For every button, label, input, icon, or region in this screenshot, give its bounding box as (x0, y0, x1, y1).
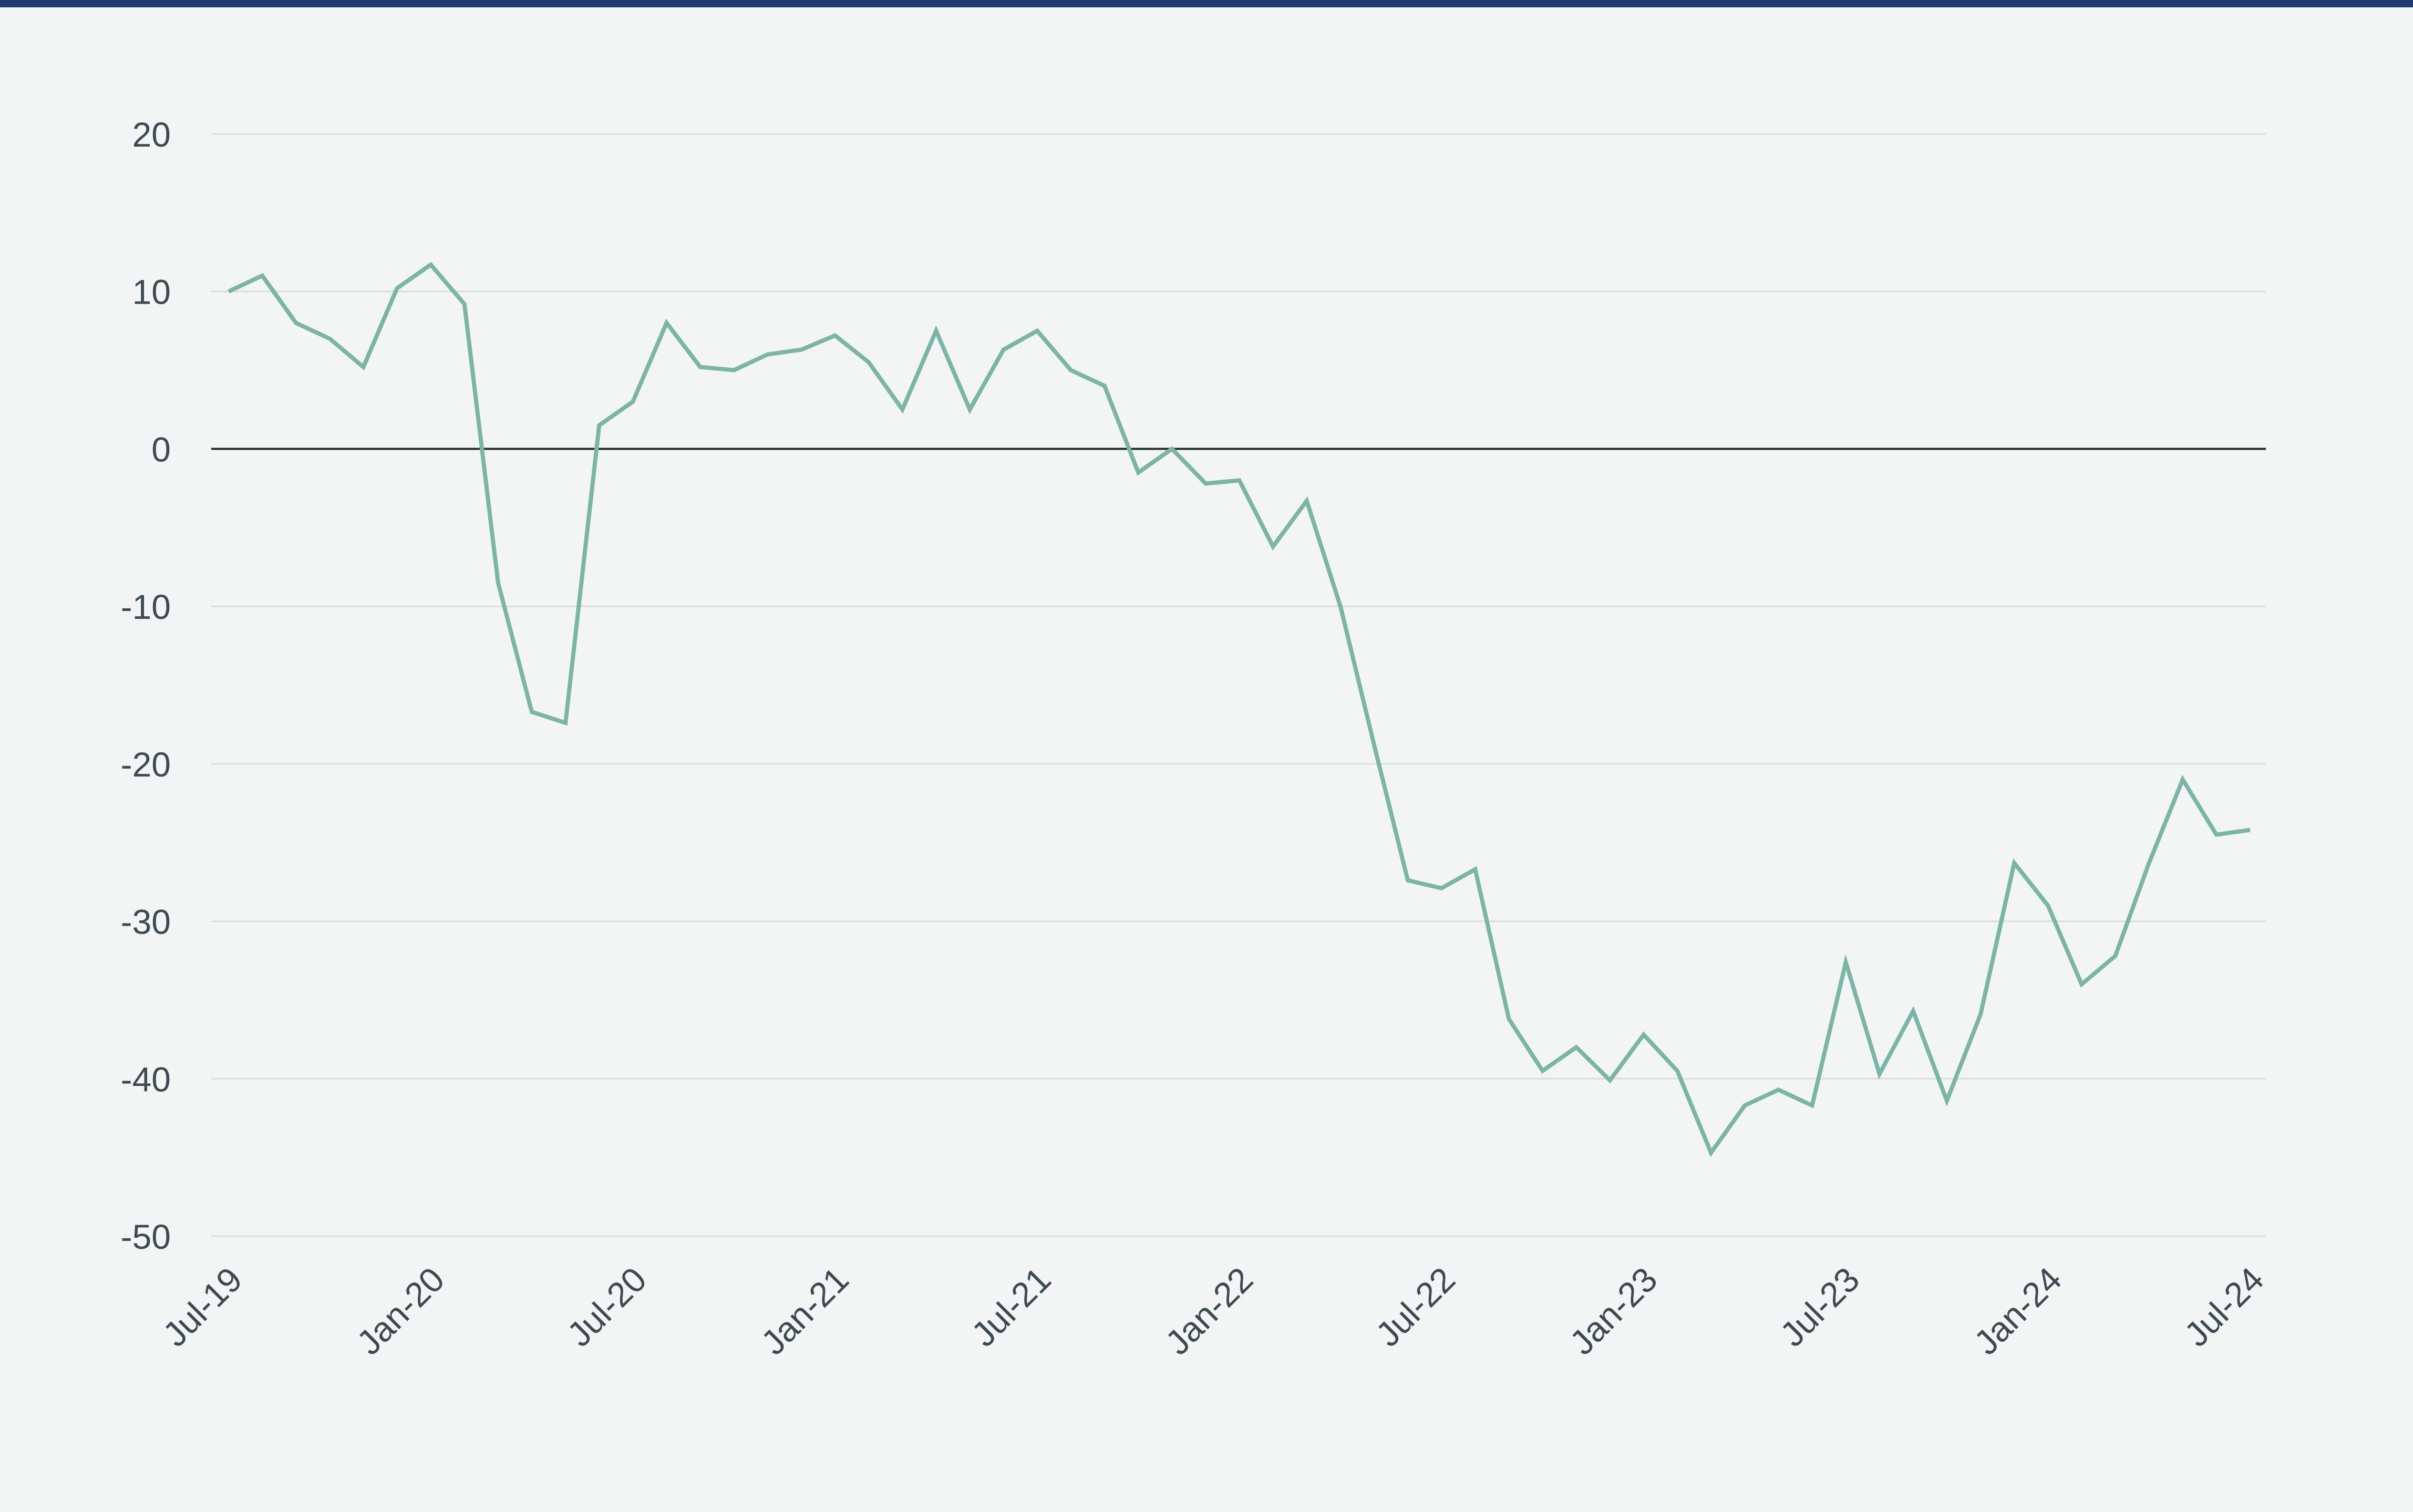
data-point (2214, 833, 2219, 837)
data-point (1978, 1012, 1983, 1016)
data-point (1102, 384, 1107, 388)
data-point (766, 353, 770, 357)
data-point (294, 321, 298, 325)
data-point (1203, 481, 1208, 485)
data-point (1170, 447, 1174, 451)
data-point (1878, 1072, 1882, 1076)
data-point (530, 710, 534, 714)
data-point (1642, 1032, 1646, 1037)
data-point (1473, 867, 1477, 872)
data-point (2012, 861, 2016, 865)
x-tick-label: Jan-21 (754, 1260, 856, 1362)
data-point (2046, 904, 2050, 908)
data-point (799, 348, 803, 352)
data-point (1136, 470, 1140, 474)
y-tick-label: -40 (121, 1060, 171, 1099)
data-point (1305, 499, 1309, 503)
x-tick-label: Jul-23 (1772, 1260, 1867, 1354)
data-point (2181, 778, 2185, 782)
data-point (1541, 1069, 1545, 1073)
data-point (429, 263, 433, 267)
data-point (395, 286, 399, 291)
series-line (228, 262, 2251, 1157)
y-tick-label: 10 (132, 273, 171, 312)
data-point (597, 423, 601, 428)
data-point (1810, 1103, 1814, 1107)
data-point (1271, 544, 1275, 548)
data-point (1742, 1103, 1747, 1107)
x-tick-label: Jan-24 (1966, 1260, 2069, 1362)
top-rule (0, 0, 2413, 7)
data-point (1372, 743, 1376, 747)
data-point (2113, 954, 2118, 958)
data-point (867, 360, 871, 365)
data-point (665, 321, 669, 325)
x-tick-label: Jan-22 (1158, 1260, 1260, 1362)
data-point (1844, 960, 1848, 965)
data-point (1338, 604, 1343, 608)
y-tick-label: 0 (151, 430, 171, 469)
data-point (2147, 861, 2151, 865)
y-tick-label: -20 (121, 745, 171, 784)
data-point (327, 337, 332, 341)
data-point (1035, 329, 1039, 333)
data-point (631, 400, 635, 404)
data-point (260, 274, 264, 278)
x-tick-label: Jul-19 (155, 1260, 249, 1354)
data-point (968, 408, 972, 412)
x-axis-ticks: Jul-19 Jan-20 Jul-20 Jan-21 Jul-21 Jan-22 Jul-… (155, 1260, 2271, 1362)
y-tick-label: -30 (121, 903, 171, 941)
gridlines (211, 133, 2266, 1237)
data-point (1238, 478, 1242, 482)
data-point (1406, 878, 1410, 883)
data-point (1945, 1099, 1949, 1103)
y-tick-label: -50 (121, 1217, 171, 1256)
data-point (563, 721, 568, 725)
data-point (1608, 1078, 1612, 1082)
x-tick-label: Jan-23 (1562, 1260, 1665, 1362)
x-tick-label: Jul-20 (560, 1260, 654, 1354)
data-point (1776, 1088, 1780, 1092)
data-point (1002, 348, 1006, 352)
data-point (1675, 1069, 1679, 1073)
data-point (934, 329, 938, 333)
data-point (2248, 828, 2252, 832)
data-point (833, 334, 837, 338)
data-point (2079, 982, 2084, 987)
x-tick-label: Jan-20 (349, 1260, 452, 1362)
y-tick-label: -10 (121, 587, 171, 626)
data-point (1911, 1009, 1915, 1013)
data-point (698, 365, 703, 369)
x-tick-label: Jul-24 (2177, 1260, 2271, 1354)
data-point (732, 368, 736, 372)
data-point (226, 289, 231, 294)
y-axis-ticks: 20 10 0 -10 -20 -30 -40 -50 (121, 115, 171, 1256)
data-point (1507, 1017, 1511, 1021)
x-tick-label: Jul-21 (964, 1260, 1058, 1354)
data-point (496, 581, 500, 585)
data-point (900, 408, 904, 412)
data-point (1709, 1151, 1713, 1155)
data-point (1574, 1045, 1579, 1049)
data-point (1439, 886, 1443, 890)
data-point (362, 365, 366, 369)
data-point (1069, 368, 1073, 372)
data-point (462, 302, 467, 306)
y-tick-label: 20 (132, 115, 171, 154)
series-layer (226, 262, 2252, 1157)
x-tick-label: Jul-22 (1368, 1260, 1462, 1354)
